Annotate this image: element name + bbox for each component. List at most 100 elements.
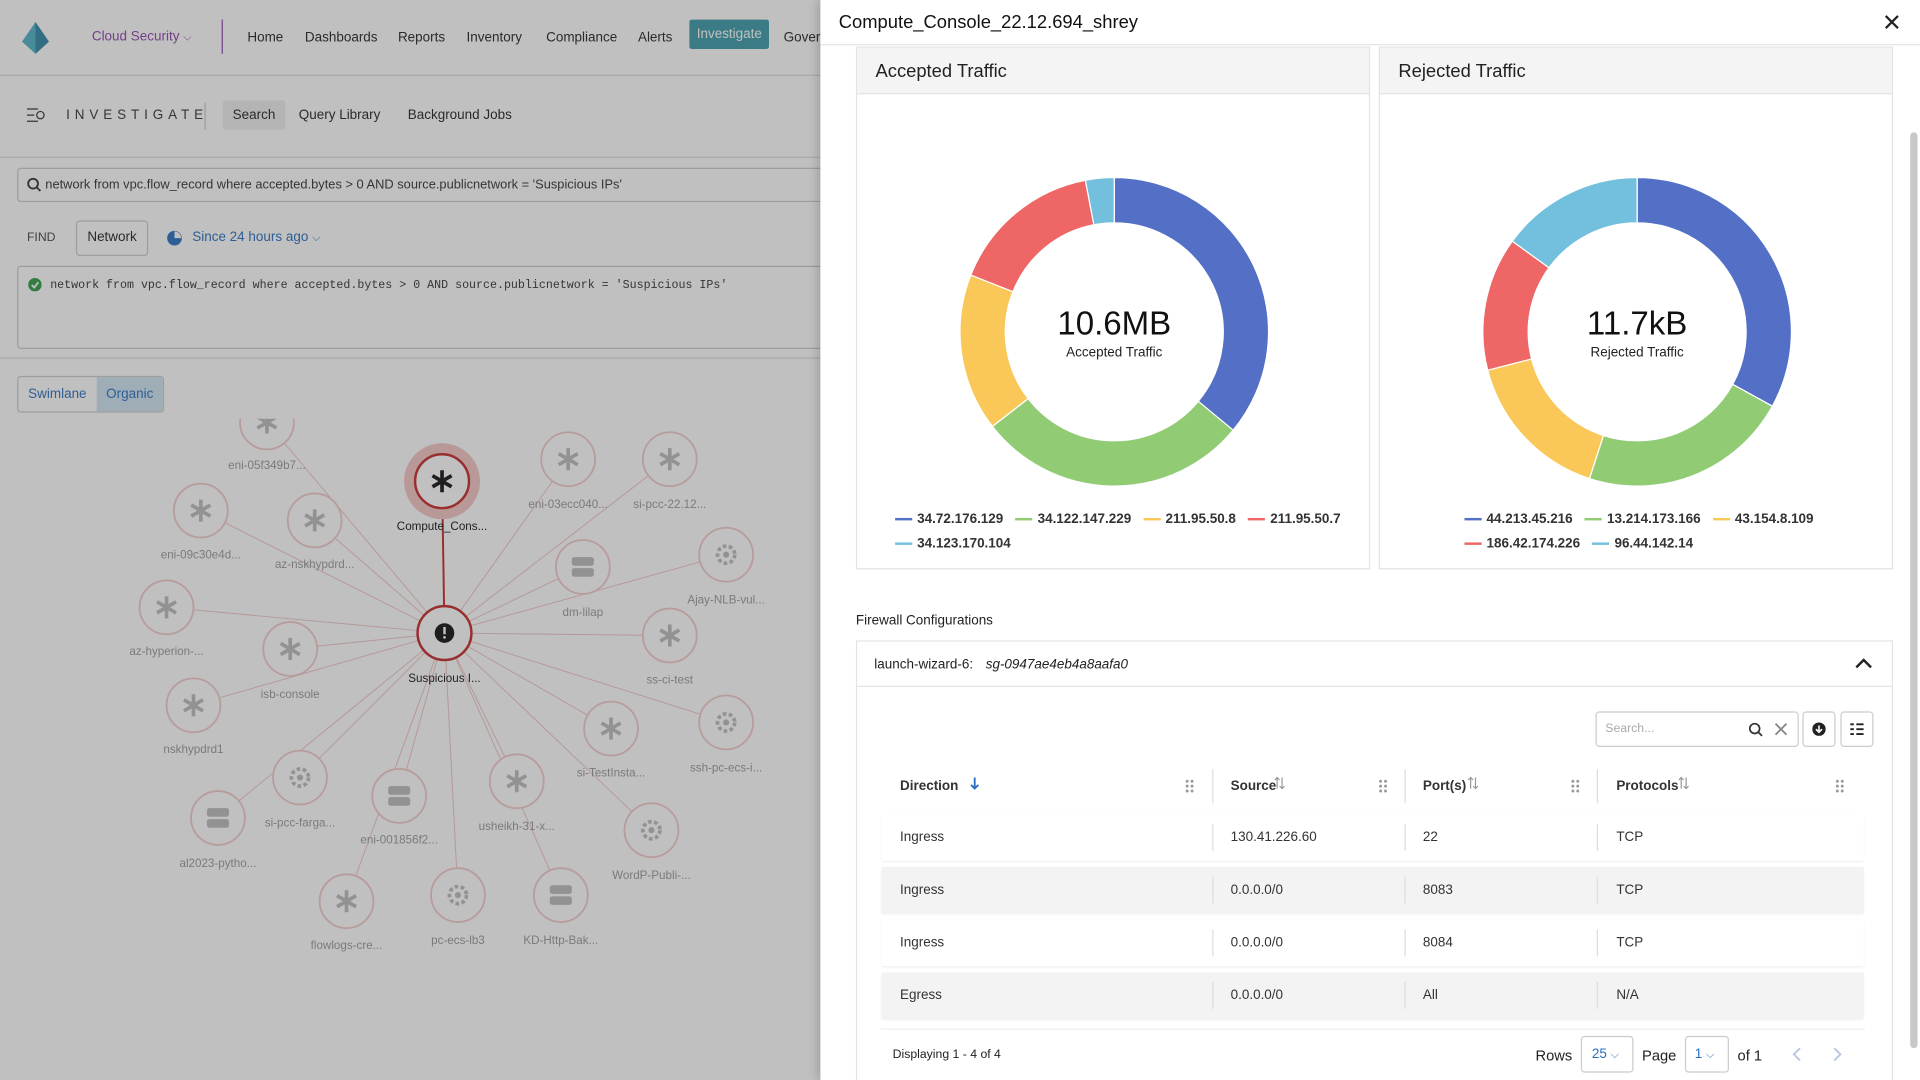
donut-segment[interactable] (991, 397, 1235, 487)
graph-node[interactable]: si-pcc-farga... (265, 749, 335, 830)
view-option[interactable]: Organic (96, 377, 164, 412)
nav-item[interactable]: Alerts (637, 30, 673, 46)
sort-icon[interactable] (1678, 776, 1690, 791)
graph-node[interactable]: ss-ci-test (641, 607, 698, 687)
icon-part (1571, 789, 1575, 793)
legend-item[interactable]: 44.213.45.216 (1464, 511, 1573, 528)
edge (444, 632, 612, 729)
donut-segment[interactable] (1588, 383, 1774, 487)
edge (193, 632, 445, 706)
drag-handle[interactable] (1185, 779, 1195, 794)
column-header[interactable]: Source (1230, 778, 1277, 794)
legend-item[interactable]: 43.154.8.109 (1712, 511, 1814, 528)
column-header[interactable]: Direction (900, 778, 959, 794)
legend-item[interactable]: 34.123.170.104 (895, 535, 1011, 552)
legend-item[interactable]: 34.72.176.129 (895, 511, 1003, 528)
graph-node[interactable]: eni-001856f2... (360, 768, 438, 847)
graph-node[interactable]: pc-ecs-lb3 (430, 867, 486, 947)
nav-item[interactable]: Inventory (466, 30, 522, 46)
tab[interactable]: Background Jobs (407, 107, 512, 123)
legend-item[interactable]: 96.44.142.14 (1592, 535, 1693, 552)
donut-segment[interactable] (1511, 176, 1638, 269)
graph-node[interactable]: Ajay-NLB-vul... (687, 526, 765, 607)
graph-node[interactable]: WordP-Publi-... (612, 802, 691, 882)
query-editor[interactable]: network from vpc.flow_record where accep… (17, 265, 821, 349)
column-header[interactable]: Protocols (1616, 778, 1679, 794)
nav-item[interactable]: Compliance (546, 30, 618, 46)
accordion-header[interactable]: launch-wizard-6: sg-0947ae4eb4a8aafa0 (857, 642, 1892, 687)
graph-node[interactable]: si-pcc-22.12... (633, 431, 706, 511)
legend-item[interactable]: 211.95.50.8 (1143, 511, 1236, 528)
legend-item[interactable]: 34.122.147.229 (1015, 511, 1131, 528)
table-row[interactable] (881, 866, 1864, 914)
icon-part (206, 808, 229, 817)
column-header[interactable]: Port(s) (1422, 778, 1467, 794)
donut-segment[interactable] (1486, 358, 1605, 480)
node-label: WordP-Publi-... (612, 869, 691, 882)
nav-item[interactable]: Dashboards (304, 30, 378, 46)
graph-node[interactable]: flowlogs-cre... (311, 873, 383, 952)
time-range[interactable]: Since 24 hours ago ⌵ (192, 230, 321, 245)
graph-node[interactable]: isb-console (261, 621, 320, 701)
columns-button[interactable] (1840, 711, 1874, 747)
drag-handle[interactable] (1379, 779, 1389, 794)
drag-handle[interactable] (1835, 779, 1846, 794)
table-row[interactable] (881, 814, 1864, 861)
graph-node[interactable]: ssh-pc-ecs-i... (690, 694, 762, 775)
close-button[interactable] (1884, 15, 1899, 30)
nav-item[interactable]: Home (247, 30, 284, 46)
table-row[interactable] (881, 972, 1864, 1019)
search-input[interactable]: network from vpc.flow_record where accep… (17, 167, 821, 203)
legend-text: 43.154.8.109 (1734, 511, 1814, 527)
graph-node[interactable]: usheikh-31-x... (479, 753, 555, 833)
graph-node[interactable]: si-TestInsta... (577, 700, 645, 780)
donut-segment[interactable] (1084, 176, 1115, 226)
legend-item[interactable]: 211.95.50.7 (1248, 511, 1341, 528)
sort-active-icon[interactable] (969, 776, 981, 791)
product-switcher[interactable]: Cloud Security ⌵ (91, 29, 192, 45)
icon-stroke (279, 641, 301, 657)
nav-item[interactable]: Gover (783, 30, 821, 46)
tab[interactable]: Search (222, 100, 286, 130)
graph-node[interactable]: Compute_Cons... (397, 443, 487, 533)
nav-item[interactable]: Investigate (689, 19, 770, 49)
prev-page[interactable] (1791, 1047, 1801, 1062)
legend-item[interactable]: 13.214.173.166 (1584, 511, 1701, 528)
sort-icon[interactable] (1273, 776, 1285, 791)
donut-segment[interactable] (1113, 176, 1270, 432)
view-option[interactable]: Swimlane (28, 386, 87, 402)
accordion: launch-wizard-6: sg-0947ae4eb4a8aafa0 (855, 640, 1894, 1080)
icon-part (1185, 789, 1189, 793)
tab[interactable]: Query Library (298, 107, 381, 123)
find-label: FIND (26, 231, 56, 245)
scrollbar[interactable] (1910, 132, 1918, 1049)
graph-node[interactable]: nskhypdrd1 (163, 677, 224, 756)
modal-backdrop[interactable] (0, 0, 821, 1080)
graph-node[interactable]: dm-lilap (555, 539, 611, 619)
graph-node[interactable]: eni-09c30e4d... (161, 482, 241, 562)
graph-node[interactable]: az-nskhypdrd... (275, 492, 354, 571)
graph-node[interactable]: eni-03ecc040... (528, 431, 608, 511)
graph-node[interactable]: eni-05f349b7... (228, 396, 306, 472)
legend-item[interactable]: 186.42.174.226 (1464, 535, 1580, 552)
donut-segment[interactable] (1636, 176, 1792, 407)
donut-segment[interactable] (970, 179, 1095, 293)
icon-part (443, 626, 446, 635)
table-search[interactable]: Search... (1595, 711, 1799, 747)
drag-handle[interactable] (1571, 779, 1581, 794)
next-page[interactable] (1833, 1047, 1843, 1062)
graph-node[interactable]: az-hyperion-... (129, 579, 204, 658)
rows-select[interactable]: 25 ⌵ (1580, 1035, 1634, 1073)
table-row[interactable] (881, 919, 1864, 967)
legend-mark (895, 542, 913, 545)
donut-segment[interactable] (959, 274, 1030, 428)
graph-node[interactable]: Suspicious I... (408, 604, 481, 685)
sort-icon[interactable] (1467, 776, 1479, 791)
graph-node[interactable]: al2023-pytho... (179, 790, 256, 870)
clear-icon[interactable] (1774, 722, 1788, 736)
download-button[interactable] (1802, 711, 1836, 747)
page-select[interactable]: 1 ⌵ (1684, 1035, 1729, 1073)
nav-item[interactable]: Reports (397, 30, 446, 46)
graph-node[interactable]: KD-Http-Bak... (523, 867, 598, 947)
find-type[interactable]: Network (75, 220, 149, 256)
